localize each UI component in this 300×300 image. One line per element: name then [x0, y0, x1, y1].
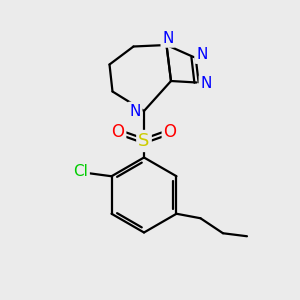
Text: Cl: Cl [73, 164, 88, 179]
Text: O: O [111, 123, 124, 141]
Text: S: S [138, 132, 150, 150]
Text: N: N [200, 76, 212, 92]
Text: N: N [129, 103, 141, 118]
Text: O: O [164, 123, 177, 141]
Text: N: N [196, 47, 208, 62]
Text: N: N [162, 31, 174, 46]
